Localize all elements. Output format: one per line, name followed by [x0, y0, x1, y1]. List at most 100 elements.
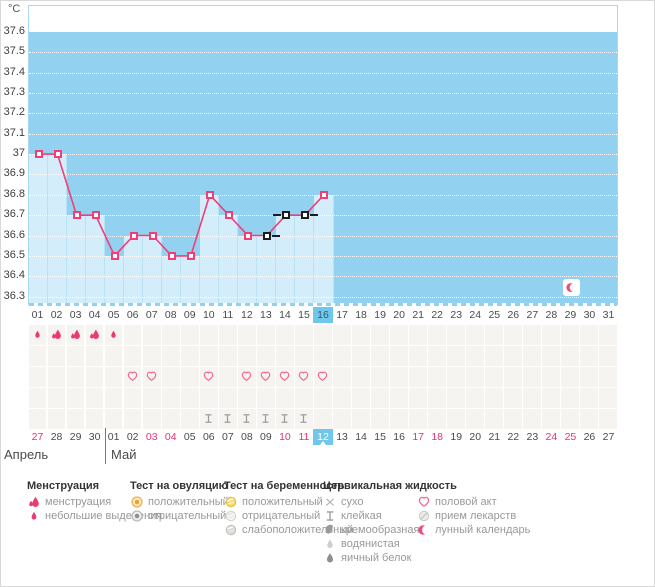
pregnancy-tests-cell-day-18[interactable]: [352, 388, 370, 408]
cycle-day-24[interactable]: 24: [469, 309, 482, 321]
menstruation-cell-day-25[interactable]: [485, 325, 504, 345]
menstruation-cell-day-9[interactable]: [180, 325, 199, 345]
cycle-day-12[interactable]: 12: [241, 309, 253, 321]
cycle-day-17[interactable]: 17: [336, 309, 348, 321]
intercourse-cell-day-2[interactable]: [47, 367, 66, 387]
calendar-date-20[interactable]: 20: [469, 431, 482, 443]
pregnancy-tests-cell-day-7[interactable]: [142, 388, 161, 408]
temp-marker-day-16[interactable]: [320, 190, 328, 199]
menstruation-cell-day-3[interactable]: [66, 325, 85, 345]
calendar-date-21[interactable]: 21: [488, 431, 501, 443]
menstruation-cell-day-1[interactable]: [28, 325, 47, 345]
cervical-fluid-cell-day-15[interactable]: [294, 409, 313, 429]
ovulation-tests-cell-day-1[interactable]: [28, 346, 47, 366]
calendar-date-28[interactable]: 28: [50, 431, 63, 443]
ovulation-tests-cell-day-13[interactable]: [256, 346, 275, 366]
pregnancy-tests-cell-day-30[interactable]: [580, 388, 599, 408]
intercourse-cell-day-3[interactable]: [66, 367, 85, 387]
cycle-day-29[interactable]: 29: [564, 309, 577, 321]
menstruation-cell-day-17[interactable]: [333, 325, 351, 345]
menstruation-cell-day-16[interactable]: [313, 325, 332, 345]
pregnancy-tests-cell-day-4[interactable]: [85, 388, 104, 408]
menstruation-cell-day-21[interactable]: [409, 325, 427, 345]
cycle-day-02[interactable]: 02: [50, 309, 63, 321]
menstruation-cell-day-22[interactable]: [428, 325, 446, 345]
intercourse-cell-day-27[interactable]: [523, 367, 542, 387]
temp-marker-day-8[interactable]: [167, 251, 176, 260]
cycle-day-07[interactable]: 07: [145, 309, 158, 321]
ovulation-tests-cell-day-7[interactable]: [142, 346, 161, 366]
pregnancy-tests-cell-day-14[interactable]: [275, 388, 294, 408]
pregnancy-tests-cell-day-28[interactable]: [542, 388, 561, 408]
pregnancy-tests-cell-day-9[interactable]: [180, 388, 199, 408]
ovulation-tests-cell-day-14[interactable]: [275, 346, 294, 366]
calendar-date-04[interactable]: 04: [164, 431, 177, 443]
ovulation-tests-cell-day-16[interactable]: [313, 346, 332, 366]
menstruation-cell-day-20[interactable]: [390, 325, 408, 345]
ovulation-tests-cell-day-9[interactable]: [180, 346, 199, 366]
cycle-day-03[interactable]: 03: [69, 309, 82, 321]
temp-marker-day-3[interactable]: [72, 211, 81, 220]
intercourse-cell-day-22[interactable]: [428, 367, 446, 387]
calendar-date-18[interactable]: 18: [431, 431, 444, 443]
pregnancy-tests-cell-day-3[interactable]: [66, 388, 85, 408]
cervical-fluid-cell-day-26[interactable]: [504, 409, 523, 429]
temp-marker-day-2[interactable]: [53, 150, 62, 159]
cervical-fluid-cell-day-17[interactable]: [333, 409, 351, 429]
calendar-date-29[interactable]: 29: [69, 431, 82, 443]
calendar-date-23[interactable]: 23: [526, 431, 539, 443]
pregnancy-tests-cell-day-15[interactable]: [294, 388, 313, 408]
menstruation-cell-day-4[interactable]: [85, 325, 104, 345]
calendar-date-10[interactable]: 10: [279, 431, 291, 443]
intercourse-cell-day-10[interactable]: [199, 367, 218, 387]
menstruation-cell-day-14[interactable]: [275, 325, 294, 345]
cervical-fluid-cell-day-10[interactable]: [199, 409, 218, 429]
calendar-date-14[interactable]: 14: [355, 431, 367, 443]
cervical-fluid-cell-day-28[interactable]: [542, 409, 561, 429]
ovulation-tests-cell-day-5[interactable]: [104, 346, 123, 366]
intercourse-cell-day-15[interactable]: [294, 367, 313, 387]
temp-marker-day-15[interactable]: [300, 211, 309, 220]
cycle-day-15[interactable]: 15: [298, 309, 310, 321]
cervical-fluid-cell-day-20[interactable]: [390, 409, 408, 429]
calendar-date-19[interactable]: 19: [450, 431, 463, 443]
pregnancy-tests-cell-day-13[interactable]: [256, 388, 275, 408]
ovulation-tests-cell-day-3[interactable]: [66, 346, 85, 366]
pregnancy-tests-cell-day-19[interactable]: [371, 388, 389, 408]
cervical-fluid-cell-day-6[interactable]: [123, 409, 142, 429]
intercourse-cell-day-20[interactable]: [390, 367, 408, 387]
calendar-date-27[interactable]: 27: [602, 431, 615, 443]
menstruation-cell-day-31[interactable]: [599, 325, 618, 345]
cervical-fluid-cell-day-24[interactable]: [466, 409, 485, 429]
ovulation-tests-cell-day-29[interactable]: [561, 346, 580, 366]
cycle-day-01[interactable]: 01: [31, 309, 44, 321]
calendar-date-07[interactable]: 07: [221, 431, 234, 443]
cervical-fluid-cell-day-8[interactable]: [161, 409, 180, 429]
temp-marker-day-5[interactable]: [110, 251, 119, 260]
intercourse-cell-day-17[interactable]: [333, 367, 351, 387]
menstruation-cell-day-18[interactable]: [352, 325, 370, 345]
pregnancy-tests-cell-day-26[interactable]: [504, 388, 523, 408]
temp-marker-day-7[interactable]: [148, 231, 157, 240]
ovulation-tests-cell-day-12[interactable]: [237, 346, 256, 366]
pregnancy-tests-cell-day-11[interactable]: [218, 388, 237, 408]
ovulation-tests-cell-day-26[interactable]: [504, 346, 523, 366]
pregnancy-tests-cell-day-24[interactable]: [466, 388, 485, 408]
cycle-day-14[interactable]: 14: [279, 309, 291, 321]
cervical-fluid-cell-day-4[interactable]: [85, 409, 104, 429]
intercourse-cell-day-12[interactable]: [237, 367, 256, 387]
cycle-day-09[interactable]: 09: [183, 309, 196, 321]
calendar-date-02[interactable]: 02: [126, 431, 139, 443]
intercourse-cell-day-26[interactable]: [504, 367, 523, 387]
pregnancy-tests-cell-day-27[interactable]: [523, 388, 542, 408]
pregnancy-tests-cell-day-2[interactable]: [47, 388, 66, 408]
menstruation-cell-day-10[interactable]: [199, 325, 218, 345]
ovulation-tests-cell-day-24[interactable]: [466, 346, 485, 366]
ovulation-tests-cell-day-20[interactable]: [390, 346, 408, 366]
calendar-date-26[interactable]: 26: [583, 431, 596, 443]
intercourse-cell-day-24[interactable]: [466, 367, 485, 387]
pregnancy-tests-cell-day-29[interactable]: [561, 388, 580, 408]
calendar-date-06[interactable]: 06: [202, 431, 215, 443]
ovulation-tests-cell-day-23[interactable]: [447, 346, 466, 366]
ovulation-tests-cell-day-27[interactable]: [523, 346, 542, 366]
